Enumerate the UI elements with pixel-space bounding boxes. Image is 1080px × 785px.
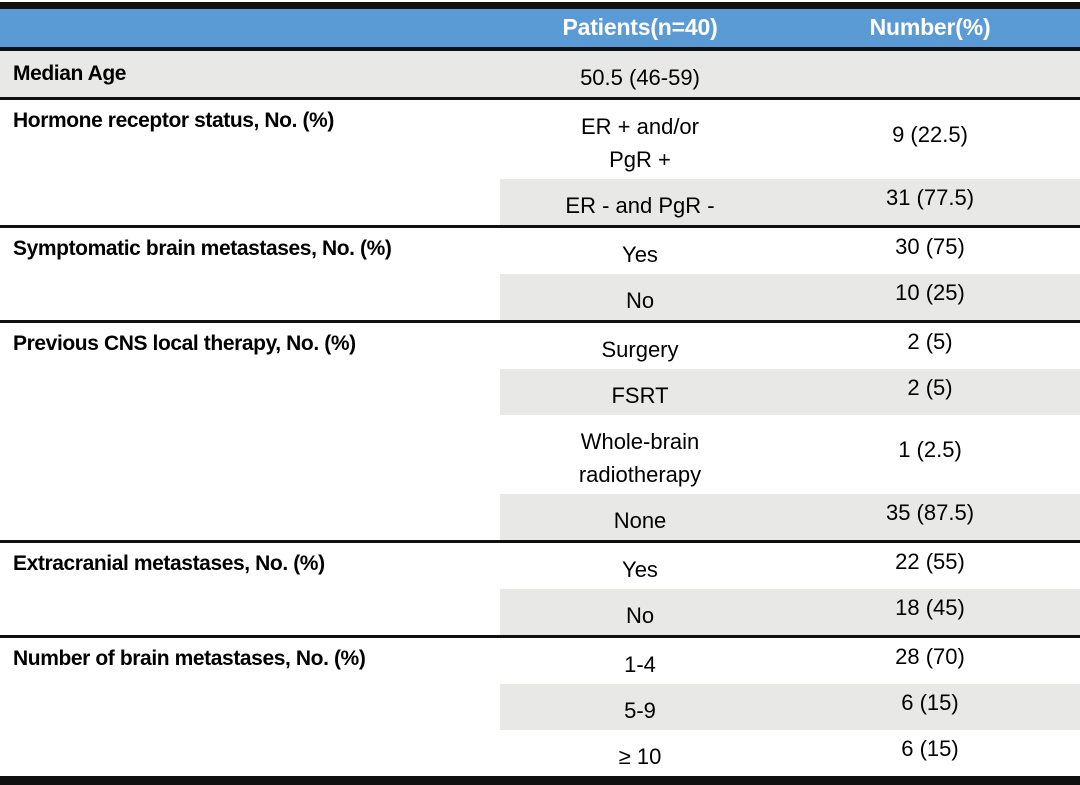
- row-value: Surgery: [500, 319, 780, 369]
- header-cell-empty: [0, 5, 500, 51]
- table-row: FSRT 2 (5): [0, 368, 1080, 415]
- table-row: ≥ 10 6 (15): [0, 730, 1080, 781]
- row-value: Yes: [500, 224, 780, 274]
- row-median-age: Median Age 50.5 (46-59): [0, 48, 1080, 98]
- table-row: Previous CNS local therapy, No. (%) Surg…: [0, 319, 1080, 542]
- row-value: 1-4: [500, 635, 780, 684]
- section-label: Number of brain metastases, No. (%): [0, 635, 500, 781]
- row-value: No: [500, 273, 780, 321]
- section-label: Symptomatic brain metastases, No. (%): [0, 224, 500, 321]
- section-label: Previous CNS local therapy, No. (%): [0, 319, 500, 542]
- row-value: None: [500, 493, 780, 542]
- row-number: 28 (70): [780, 635, 1080, 684]
- section-label: Extracranial metastases, No. (%): [0, 540, 500, 637]
- table-row: None 35 (87.5): [0, 493, 1080, 542]
- row-number: 2 (5): [780, 368, 1080, 415]
- row-value: FSRT: [500, 368, 780, 415]
- row-number: 1 (2.5): [898, 437, 962, 463]
- section-label: Hormone receptor status, No. (%): [0, 96, 500, 226]
- table-body: Median Age 50.5 (46-59) Hormone receptor…: [0, 48, 1080, 781]
- table-row: 5-9 6 (15): [0, 684, 1080, 730]
- row-number: 31 (77.5): [780, 178, 1080, 226]
- table-row: Symptomatic brain metastases, No. (%) Ye…: [0, 224, 1080, 321]
- row-label: Median Age: [0, 48, 500, 98]
- table-row: ER - and PgR - 31 (77.5): [0, 178, 1080, 226]
- table-row: Hormone receptor status, No. (%) ER + an…: [0, 96, 1080, 226]
- row-value: ≥ 10: [618, 744, 662, 769]
- header-cell-patients: Patients(n=40): [500, 5, 780, 51]
- row-number: 30 (75): [780, 224, 1080, 274]
- row-value: ER - and PgR -: [500, 178, 780, 226]
- table-row: No 18 (45): [0, 589, 1080, 637]
- row-number: [780, 48, 1080, 98]
- row-value: 5-9: [500, 684, 780, 730]
- row-number: 10 (25): [780, 273, 1080, 321]
- row-number: 35 (87.5): [780, 493, 1080, 542]
- table-row: Whole-brain radiotherapy 1 (2.5): [0, 415, 1080, 494]
- row-number: 18 (45): [780, 589, 1080, 637]
- table-row: Number of brain metastases, No. (%) 1-4 …: [0, 635, 1080, 781]
- row-number: 6 (15): [780, 684, 1080, 730]
- header-cell-number: Number(%): [780, 5, 1080, 51]
- table-row: No 10 (25): [0, 273, 1080, 321]
- header-row: Patients(n=40) Number(%): [0, 5, 1080, 51]
- row-value: 50.5 (46-59): [500, 48, 780, 98]
- row-number: 22 (55): [780, 540, 1080, 589]
- table-header: Patients(n=40) Number(%): [0, 5, 1080, 51]
- row-number: 2 (5): [780, 319, 1080, 369]
- row-value: Whole-brain radiotherapy: [578, 428, 702, 487]
- row-value: No: [500, 589, 780, 637]
- row-value: Yes: [500, 540, 780, 589]
- row-value: ER + and/or PgR +: [500, 96, 780, 179]
- row-number: 9 (22.5): [780, 96, 1080, 179]
- row-number: 6 (15): [901, 736, 959, 762]
- table-row: Extracranial metastases, No. (%) Yes 22 …: [0, 540, 1080, 637]
